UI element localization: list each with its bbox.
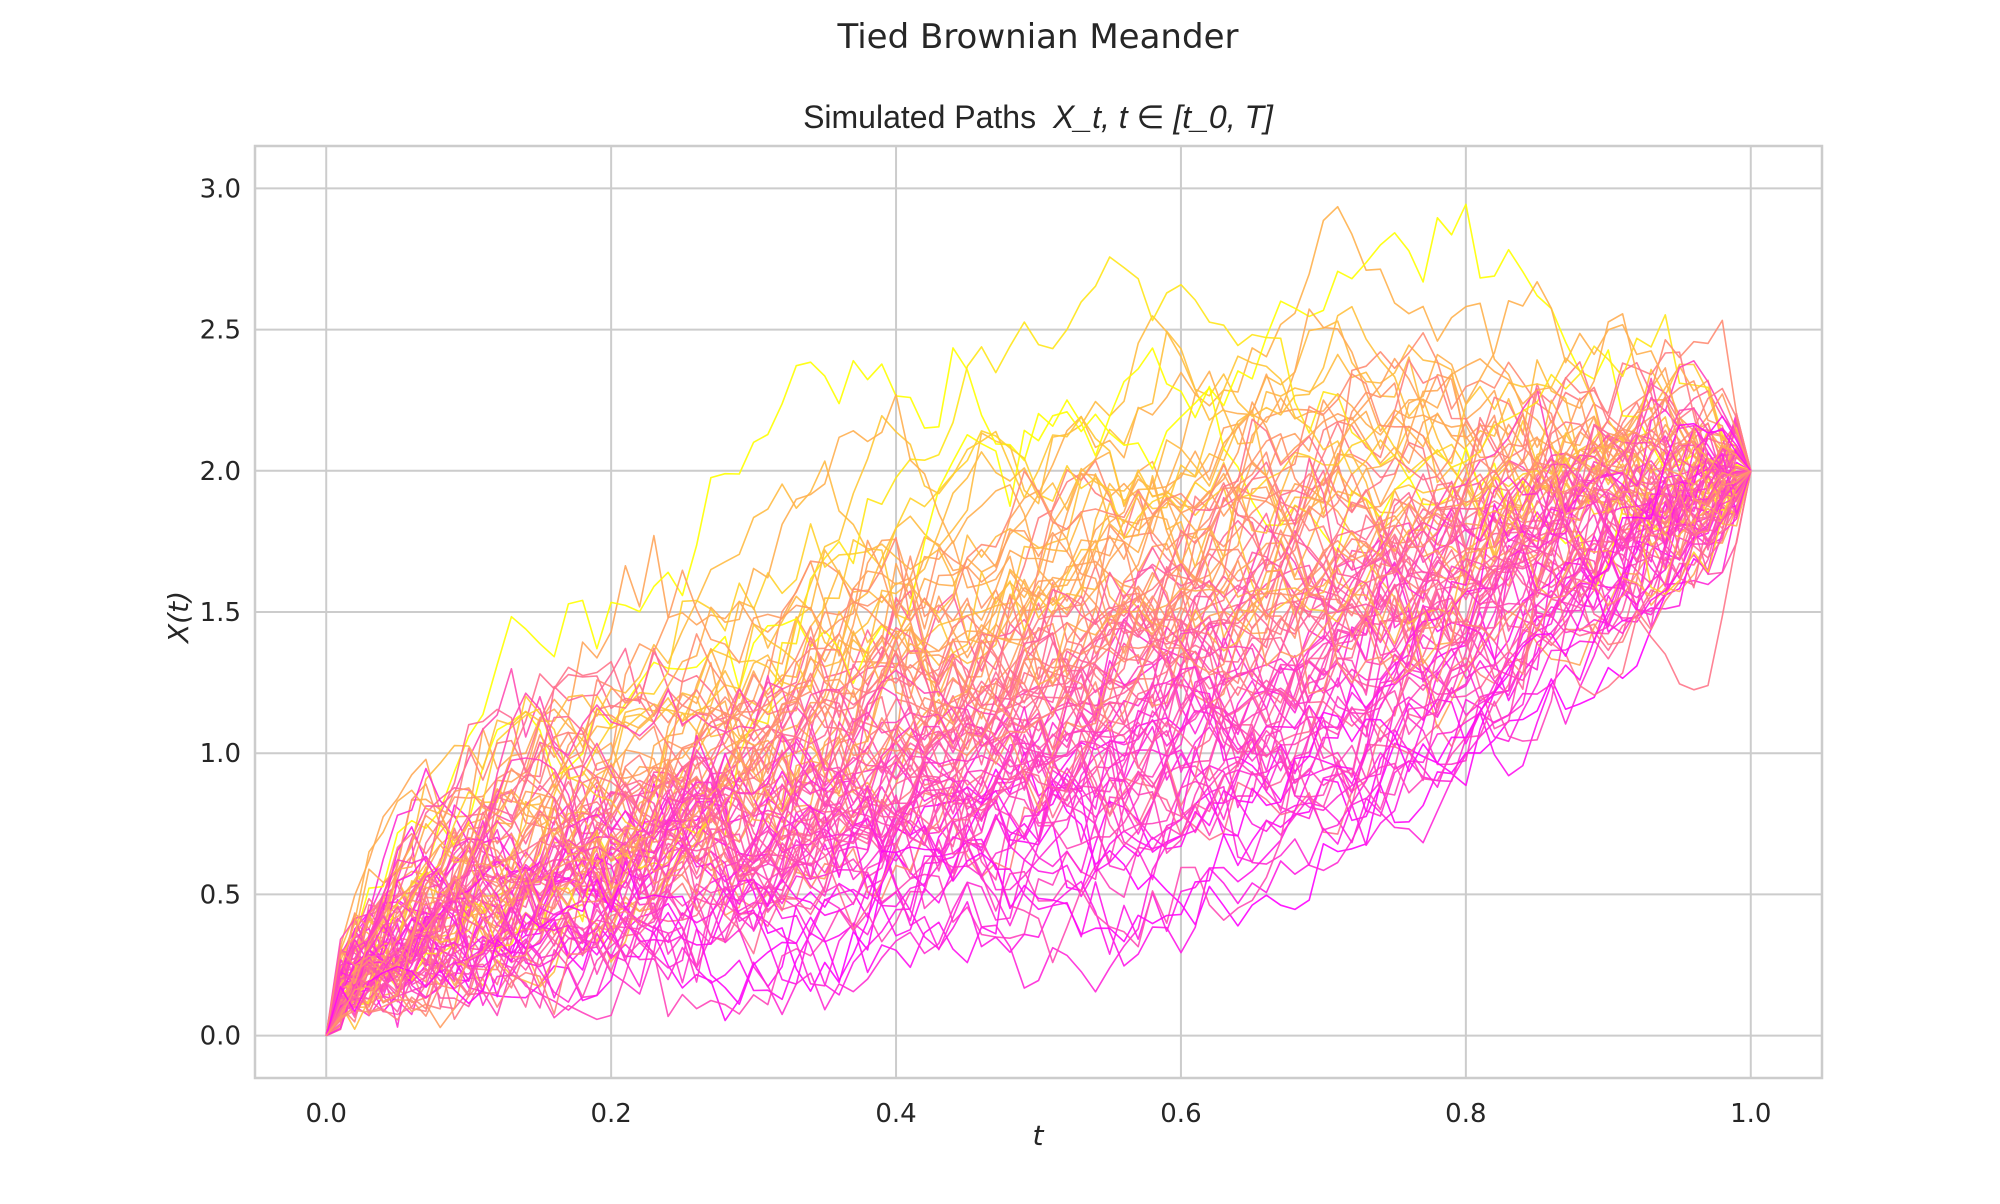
simulated-path-line [325,380,1752,1036]
simulated-paths [325,203,1752,1037]
simulated-path-line [325,426,1752,1036]
x-tick-label: 1.0 [1730,1099,1771,1129]
y-tick-labels: 0.0 0.5 1.0 1.5 2.0 2.5 3.0 [200,174,241,1051]
simulated-path-line [325,434,1752,1037]
x-tick-label: 0.4 [875,1099,916,1129]
simulated-path-line [325,464,1752,1036]
simulated-path-line [325,470,1752,1036]
x-axis-label: t [1033,1119,1045,1152]
simulated-path-line [325,470,1752,1036]
y-tick-label: 0.5 [200,880,241,910]
simulated-path-line [325,448,1752,1036]
simulated-path-line [325,399,1752,1036]
simulated-path-line [325,446,1752,1036]
axes-title-prefix: Simulated Paths [803,99,1036,135]
simulated-path-line [325,395,1752,1037]
simulated-path-line [325,373,1752,1037]
simulated-path-line [325,468,1752,1036]
simulated-path-line [325,470,1752,1036]
x-tick-label: 0.2 [590,1099,631,1129]
simulated-path-line [325,423,1752,1036]
y-tick-label: 2.0 [200,457,241,487]
simulated-path-line [325,422,1752,1037]
simulated-path-line [325,463,1751,1036]
x-tick-labels: 0.0 0.2 0.4 0.6 0.8 1.0 [306,1099,1772,1129]
figure-suptitle: Tied Brownian Meander [837,17,1239,57]
y-axis-label: X(t) [162,591,195,645]
simulated-path-line [325,376,1752,1036]
simulated-path-line [325,415,1752,1036]
y-tick-label: 1.0 [200,739,241,769]
simulated-path-line [325,470,1752,1036]
simulated-path-line [325,447,1752,1037]
y-tick-label: 1.5 [200,598,241,628]
x-tick-label: 0.8 [1445,1099,1486,1129]
y-tick-label: 2.5 [200,316,241,346]
y-tick-label: 0.0 [200,1022,241,1052]
simulated-path-line [325,409,1751,1036]
axes-frame [253,144,1824,1080]
axes-title: Simulated Paths X_t, t ∈ [t_0, T] [803,99,1274,135]
simulated-path-line [325,464,1751,1036]
simulated-path-line [325,416,1752,1036]
simulated-path-line [325,463,1752,1036]
simulated-path-line [325,256,1752,1036]
simulated-path-line [325,457,1752,1036]
simulated-path-line [325,452,1751,1036]
x-tick-label: 0.6 [1160,1099,1201,1129]
x-tick-label: 0.0 [306,1099,347,1129]
simulated-path-line [325,470,1752,1036]
simulated-path-line [325,319,1752,1037]
simulated-path-line [325,412,1752,1037]
simulated-path-line [325,470,1752,1036]
simulated-path-line [325,422,1752,1036]
y-tick-label: 3.0 [200,174,241,204]
axes-title-math: X_t, t ∈ [t_0, T] [1052,99,1274,135]
